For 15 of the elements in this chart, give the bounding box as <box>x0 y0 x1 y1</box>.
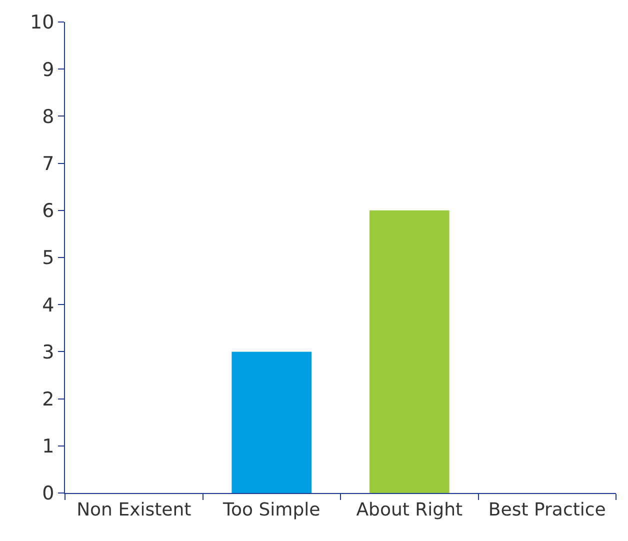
y-tick-label: 9 <box>42 58 54 81</box>
y-tick-label: 4 <box>42 294 54 316</box>
y-tick-label: 5 <box>42 247 54 270</box>
y-tick-label: 6 <box>42 200 54 222</box>
y-tick-label: 1 <box>42 436 54 458</box>
y-tick-label: 7 <box>42 152 54 175</box>
y-tick-label: 2 <box>42 388 54 410</box>
x-tick-label: Best Practice <box>488 500 606 521</box>
x-tick-label: Too Simple <box>222 500 320 521</box>
y-tick-label: 10 <box>30 12 54 34</box>
y-tick-label: 3 <box>42 341 54 364</box>
y-tick-label: 0 <box>42 482 54 505</box>
x-tick-label: Non Existent <box>76 500 192 521</box>
y-tick-label: 8 <box>42 106 54 128</box>
x-tick-label: About Right <box>356 500 463 521</box>
